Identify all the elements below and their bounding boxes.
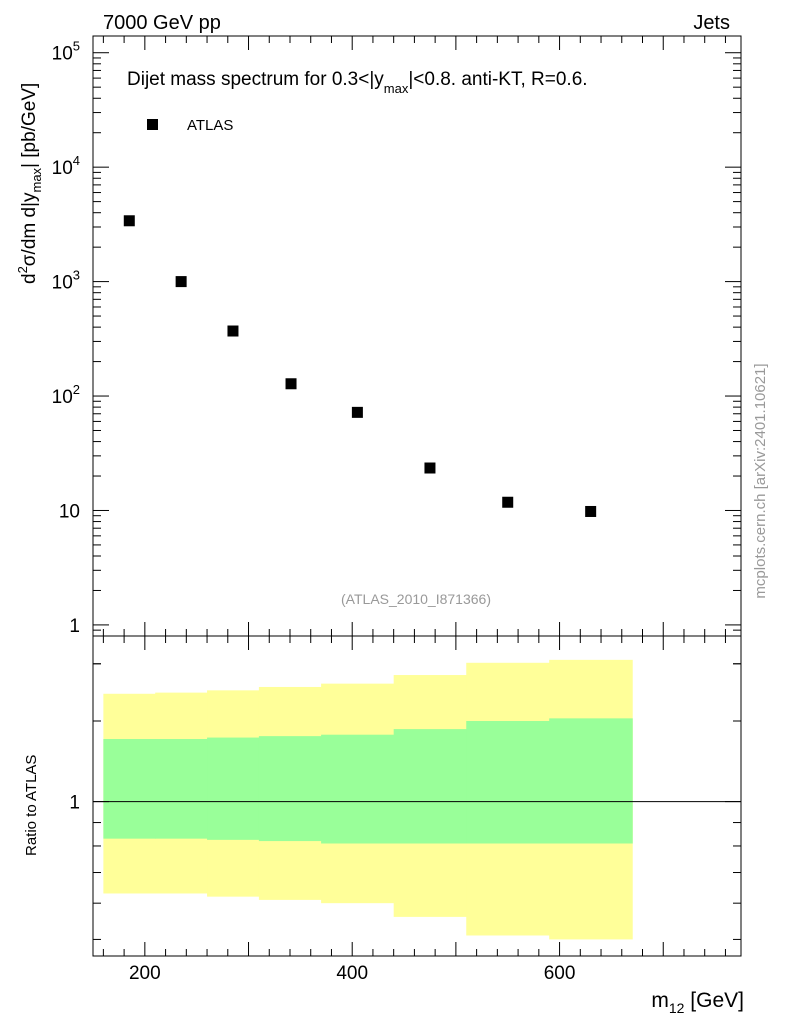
ratio-ticks: [93, 636, 741, 956]
ratio-y-tick-labels: 1: [69, 793, 80, 814]
main-ticks: [93, 36, 741, 637]
y-tick-label: 104: [52, 153, 80, 179]
y-tick-label: 102: [52, 382, 80, 408]
x-tick-label: 400: [336, 963, 368, 984]
y-axis-label-b: σ/dm d|y: [19, 192, 40, 266]
data-point: [424, 462, 436, 474]
main-panel: 1 10 102 103 104 105 Dijet mass spectrum for …: [15, 35, 742, 637]
y-tick-label: 105: [52, 39, 80, 65]
y-tick-label: 103: [52, 268, 80, 294]
chart-title-pre: Dijet mass spectrum for 0.3<|y: [127, 69, 384, 90]
data-point: [585, 505, 597, 517]
data-point: [175, 276, 187, 288]
chart-title: Dijet mass spectrum for 0.3<|ymax|<0.8. …: [127, 69, 588, 96]
band-stat: [393, 729, 467, 844]
data-point: [227, 325, 239, 337]
band-stat: [321, 734, 395, 844]
data-points: [123, 215, 597, 517]
legend-marker: [147, 119, 158, 130]
chart-title-sub: max: [384, 81, 409, 96]
x-tick-labels: 200 400 600: [129, 963, 575, 984]
data-point: [351, 406, 363, 418]
side-label: mcplots.cern.ch [arXiv:2401.10621]: [752, 363, 769, 598]
ratio-y-axis-label: Ratio to ATLAS: [23, 755, 40, 856]
x-axis-label-unit: [GeV]: [684, 989, 744, 1012]
analysis-watermark: (ATLAS_2010_I871366): [341, 591, 491, 607]
band-stat: [466, 720, 550, 844]
band-stat: [207, 737, 260, 840]
chart-title-post: |<0.8. anti-KT, R=0.6.: [408, 69, 587, 90]
data-point: [123, 215, 135, 227]
x-tick-label: 200: [129, 963, 161, 984]
x-axis-label-m: m: [651, 989, 669, 1012]
data-point: [502, 496, 514, 508]
band-stat: [549, 718, 633, 844]
y-axis-label-sub: max: [29, 167, 44, 192]
band-stat: [258, 736, 322, 842]
y-tick-labels: 1 10 102 103 104 105: [52, 39, 80, 637]
ratio-panel: 1 200 400 600 Ratio to ATLAS m12 [GeV]: [23, 635, 744, 1016]
x-axis-label: m12 [GeV]: [651, 989, 744, 1016]
x-axis-label-sub: 12: [669, 1000, 685, 1016]
data-point: [285, 378, 297, 390]
band-stat: [103, 739, 156, 839]
y-tick-label: 10: [59, 501, 80, 522]
band-stat: [155, 739, 208, 839]
ratio-frame: [92, 635, 742, 957]
ratio-y-tick-label: 1: [69, 793, 80, 814]
header-right: Jets: [693, 12, 730, 34]
header-left: 7000 GeV pp: [103, 12, 221, 34]
legend-label: ATLAS: [187, 117, 233, 134]
ratio-bands: [103, 659, 633, 940]
y-axis-label: d2σ/dm d|ymax| [pb/GeV]: [15, 83, 44, 284]
y-axis-label-sup: 2: [15, 266, 30, 273]
y-axis-label-a: d: [19, 273, 40, 284]
y-axis-label-c: | [pb/GeV]: [19, 83, 40, 168]
x-tick-label: 600: [544, 963, 576, 984]
y-tick-label: 1: [69, 616, 80, 637]
